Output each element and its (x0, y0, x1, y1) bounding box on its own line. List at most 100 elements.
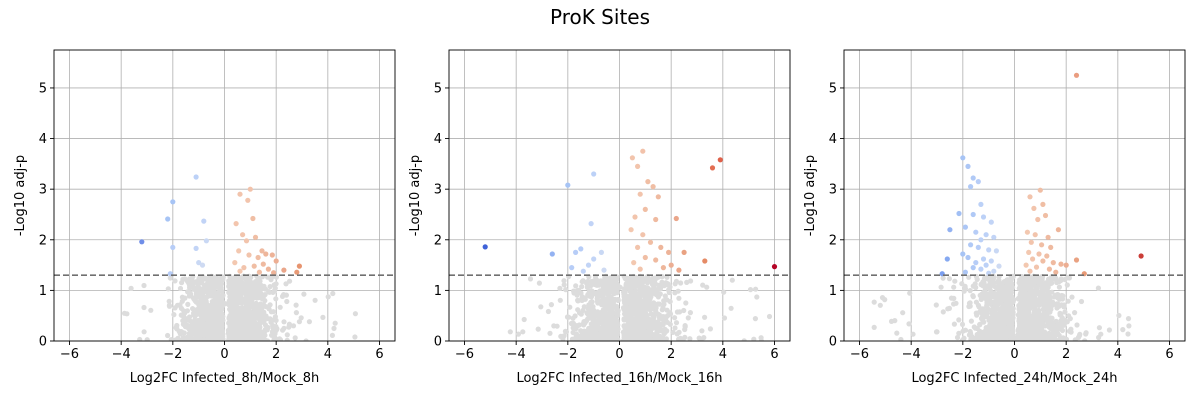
background-point (677, 335, 684, 341)
background-point (877, 302, 883, 308)
background-point (283, 281, 289, 287)
significant-point (170, 244, 176, 250)
significant-point (237, 268, 243, 274)
background-point (1044, 283, 1050, 289)
significant-point (203, 238, 209, 244)
background-point (325, 294, 331, 300)
background-point (674, 309, 681, 315)
background-point (261, 283, 267, 289)
significant-point (580, 268, 586, 274)
background-point (617, 284, 623, 290)
background-point (180, 276, 186, 282)
background-point (951, 284, 957, 290)
background-point (933, 302, 939, 308)
x-tick-label: −2 (163, 347, 182, 362)
background-point (627, 325, 633, 331)
background-point (1006, 330, 1012, 336)
background-point (166, 298, 172, 304)
background-point (636, 324, 642, 330)
background-point (906, 321, 912, 327)
y-tick-label: 4 (829, 132, 837, 147)
background-point (594, 337, 600, 341)
background-point (721, 315, 728, 321)
significant-point (960, 155, 966, 161)
background-point (1033, 320, 1039, 326)
background-point (580, 307, 586, 313)
background-point (247, 276, 253, 282)
background-point (1064, 282, 1070, 288)
background-point (584, 279, 591, 285)
background-point (959, 281, 965, 287)
background-point (986, 282, 993, 288)
background-point (681, 307, 687, 314)
background-point (663, 337, 669, 341)
significant-point (978, 201, 984, 207)
background-point (128, 285, 134, 291)
significant-point (250, 215, 256, 222)
background-point (1054, 303, 1060, 309)
background-point (602, 316, 608, 322)
background-point (1033, 327, 1039, 333)
background-point (982, 313, 988, 319)
background-point (704, 284, 710, 290)
background-point (1025, 301, 1031, 307)
significant-point (255, 254, 261, 261)
background-point (728, 305, 734, 311)
background-point (579, 296, 585, 302)
background-point (596, 331, 603, 337)
background-point (1082, 338, 1088, 341)
background-point (975, 302, 982, 308)
significant-point (233, 221, 239, 227)
background-point (594, 296, 600, 302)
background-point (1058, 277, 1064, 284)
background-point (972, 281, 978, 287)
background-point (1049, 299, 1055, 305)
x-tick-label: 4 (324, 347, 332, 362)
background-point (1020, 297, 1026, 303)
background-point (567, 304, 573, 310)
background-point (995, 280, 1001, 286)
x-tick-label: −6 (850, 347, 869, 362)
background-point (590, 281, 596, 287)
background-point (676, 295, 682, 301)
significant-point (269, 252, 275, 258)
background-point (198, 309, 204, 315)
background-point (601, 290, 607, 296)
significant-point (650, 184, 656, 190)
background-point (651, 325, 658, 331)
background-point (1048, 325, 1054, 332)
background-point (673, 320, 680, 326)
background-point (575, 307, 581, 313)
background-point (196, 338, 202, 341)
y-axis-label: -Log10 adj-p (13, 155, 28, 236)
background-point (1062, 309, 1068, 315)
background-point (263, 304, 269, 310)
background-point (647, 296, 653, 302)
background-point (226, 329, 233, 335)
significant-point (983, 232, 989, 238)
background-point (243, 310, 249, 316)
significant-point (965, 163, 971, 169)
significant-point (673, 215, 679, 222)
background-point (1049, 289, 1055, 295)
background-point (284, 337, 290, 341)
background-point (168, 337, 174, 341)
background-point (753, 286, 759, 292)
background-point (1029, 327, 1035, 333)
background-point (1023, 325, 1029, 331)
background-point (193, 299, 199, 305)
background-point (557, 285, 563, 291)
background-point (987, 316, 993, 322)
y-tick-label: 2 (39, 233, 47, 248)
background-point (258, 317, 264, 323)
background-point (648, 322, 654, 328)
background-point (752, 316, 759, 322)
background-point (602, 297, 608, 303)
background-point (585, 333, 591, 339)
background-point (747, 287, 754, 293)
background-point (615, 322, 621, 328)
background-point (270, 322, 276, 329)
background-point (228, 296, 234, 302)
background-point (1056, 284, 1062, 290)
background-point (257, 278, 263, 284)
